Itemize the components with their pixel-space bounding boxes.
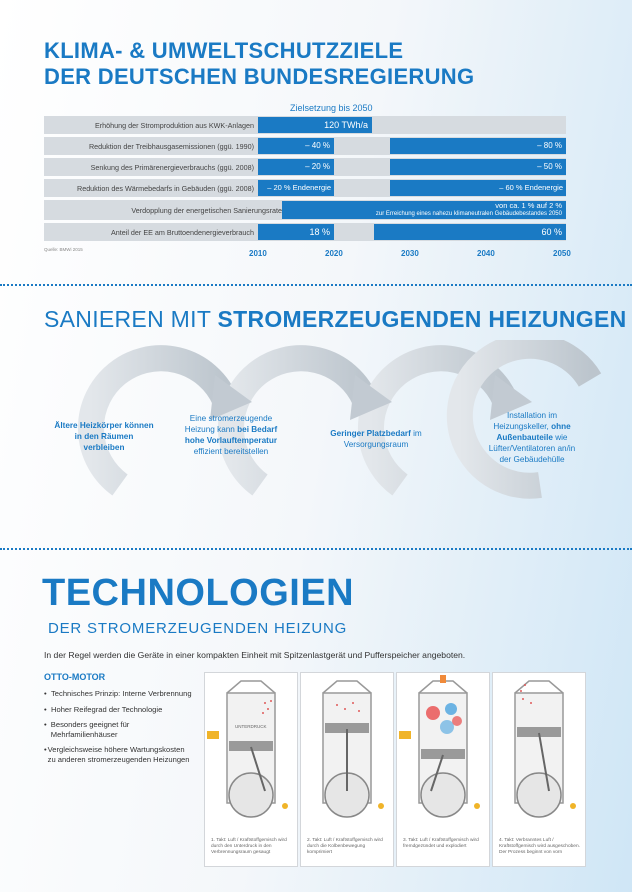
- section-title-light: SANIEREN MIT: [44, 306, 218, 332]
- cycle-arrows: [78, 340, 602, 499]
- cycle-text-part: bei Bedarf hohe Vorlauftemperatur: [184, 425, 278, 445]
- targets-chart: Erhöhung der Stromproduktion aus KWK-Anl…: [44, 116, 566, 246]
- unterdruck-label: UNTERDRUCK: [235, 724, 267, 729]
- goal-label: Zielsetzung bis 2050: [290, 103, 373, 113]
- bullet-text: Technisches Prinzip: Interne Verbrennung: [51, 689, 192, 698]
- engine-diagram: [207, 680, 288, 818]
- cycle-text-2: Eine stromerzeugende Heizung kann bei Be…: [180, 413, 282, 457]
- chart-bar: – 20 %: [258, 159, 334, 175]
- stroke-caption: 1. Takt: Luft / Kraftstoffgemisch wird d…: [211, 838, 287, 855]
- cycle-text-part: wie Lüfter/Ventilatoren an/in der Gebäud…: [488, 433, 576, 464]
- title-line-1: KLIMA- & UMWELTSCHUTZZIELE: [44, 38, 404, 63]
- cycle-text-3: Geringer Platzbedarf im Versorgungsraum: [326, 428, 426, 450]
- chart-bar: – 60 % Endenergie: [390, 180, 566, 196]
- chart-bar: – 20 % Endenergie: [258, 180, 334, 196]
- chart-row-label: Anteil der EE am Bruttoendenergieverbrau…: [110, 228, 254, 237]
- chart-row-label: Reduktion des Wärmebedarfs in Gebäuden (…: [77, 184, 254, 193]
- bullet-item: • Besonders geeignet für Mehrfamilienhäus…: [44, 720, 194, 739]
- x-tick: 2030: [401, 249, 419, 258]
- chart-row-label: Senkung des Primärenergieverbrauchs (ggü…: [90, 163, 254, 172]
- stroke-caption: 3. Takt: Luft / Kraftstoffgemisch wird f…: [403, 838, 479, 849]
- chart-source: Quelle: BMWi 2015: [44, 247, 83, 252]
- chart-bar: – 80 %: [390, 138, 566, 154]
- x-tick: 2020: [325, 249, 343, 258]
- section-title-sanieren: SANIEREN MIT STROMERZEUGENDEN HEIZUNGEN: [44, 306, 627, 333]
- cycle-text-part: Eine stromerzeugende Heizung kann: [184, 414, 273, 434]
- engine-stroke-2-panel: 2. Takt: Luft / Kraftstoffgemisch wird d…: [300, 672, 394, 867]
- bullet-item: • Technisches Prinzip: Interne Verbrennun…: [44, 689, 192, 698]
- technologies-subtitle: DER STROMERZEUGENDEN HEIZUNG: [48, 620, 348, 637]
- section-divider: [0, 548, 632, 550]
- chart-bar: – 40 %: [258, 138, 334, 154]
- chart-bar: von ca. 1 % auf 2 % zur Erreichung eines…: [282, 201, 566, 219]
- engine-diagram: [399, 675, 480, 818]
- engine-stroke-4-panel: 4. Takt: Verbranntes Luft / Kraftstoffge…: [492, 672, 586, 867]
- section-divider: [0, 284, 632, 286]
- x-tick: 2010: [249, 249, 267, 258]
- title-line-2: DER DEUTSCHEN BUNDESREGIERUNG: [44, 64, 475, 89]
- cycle-text-1: Ältere Heizkörper können in den Räumen v…: [54, 421, 154, 452]
- engine-stroke-3-panel: 3. Takt: Luft / Kraftstoffgemisch wird f…: [396, 672, 490, 867]
- otto-bullets: • Technisches Prinzip: Interne Verbrennun…: [44, 689, 194, 764]
- engine-stroke-1-panel: UNTERDRUCK 1. Takt: Luft / Kraftstoffgem…: [204, 672, 298, 867]
- arrow-head: [490, 375, 532, 420]
- cycle-text-part: ohne Außenbauteile: [496, 422, 571, 442]
- chart-bar: 18 %: [258, 224, 334, 240]
- stroke-caption: 4. Takt: Verbranntes Luft / Kraftstoffge…: [499, 838, 580, 855]
- bullet-text: Hoher Reifegrad der Technologie: [51, 704, 163, 714]
- x-tick: 2050: [553, 249, 571, 258]
- page-title: KLIMA- & UMWELTSCHUTZZIELE DER DEUTSCHEN…: [44, 38, 474, 90]
- cycle-arrow: [446, 340, 602, 499]
- chart-bar: – 50 %: [390, 159, 566, 175]
- cycle-text-part: im Versorgungsraum: [343, 429, 422, 449]
- chart-row-label: Erhöhung der Stromproduktion aus KWK-Anl…: [94, 121, 254, 130]
- section-title-bold: STROMERZEUGENDEN HEIZUNGEN: [217, 306, 627, 332]
- arrow-head: [350, 375, 392, 420]
- cycle-text-4: Installation im Heizungskeller, ohne Auß…: [482, 410, 582, 465]
- chart-row-label: Verdopplung der energetischen Sanierungs…: [131, 206, 282, 215]
- cycle-arrow: [78, 345, 237, 496]
- technologies-intro: In der Regel werden die Geräte in einer …: [44, 650, 466, 660]
- engine-diagram: [514, 680, 576, 818]
- bullet-text: Besonders geeignet für Mehrfamilienhäuse…: [50, 720, 130, 739]
- cycle-arrow: [218, 345, 377, 496]
- otto-motor-title: OTTO-MOTOR: [44, 672, 106, 682]
- bullet-item: • Hoher Reifegrad der Technologie: [44, 704, 163, 714]
- engine-diagram: [322, 680, 384, 818]
- chart-bar-text: von ca. 1 % auf 2 %: [495, 201, 562, 210]
- bullet-text: Vergleichsweise höhere Wartungskosten zu…: [47, 745, 190, 764]
- cycle-text-part: effizient bereitstellen: [193, 447, 269, 456]
- technologies-title: TECHNOLOGIEN: [42, 572, 355, 614]
- bullet-item: • Vergleichsweise höhere Wartungskosten z…: [44, 745, 194, 764]
- chart-bar: 120 TWh/a: [258, 117, 372, 133]
- cycle-text-part: Installation im Heizungskeller,: [493, 411, 558, 431]
- x-tick: 2040: [477, 249, 495, 258]
- cycle-text-part: Geringer Platzbedarf: [330, 429, 411, 438]
- chart-bar-text: zur Erreichung eines nahezu klimaneutral…: [375, 211, 562, 217]
- chart-row-label: Reduktion der Treibhausgasemissionen (gg…: [88, 142, 254, 151]
- stroke-caption: 2. Takt: Luft / Kraftstoffgemisch wird d…: [307, 838, 383, 855]
- arrow-head: [210, 375, 252, 420]
- chart-bar: 60 %: [374, 224, 566, 240]
